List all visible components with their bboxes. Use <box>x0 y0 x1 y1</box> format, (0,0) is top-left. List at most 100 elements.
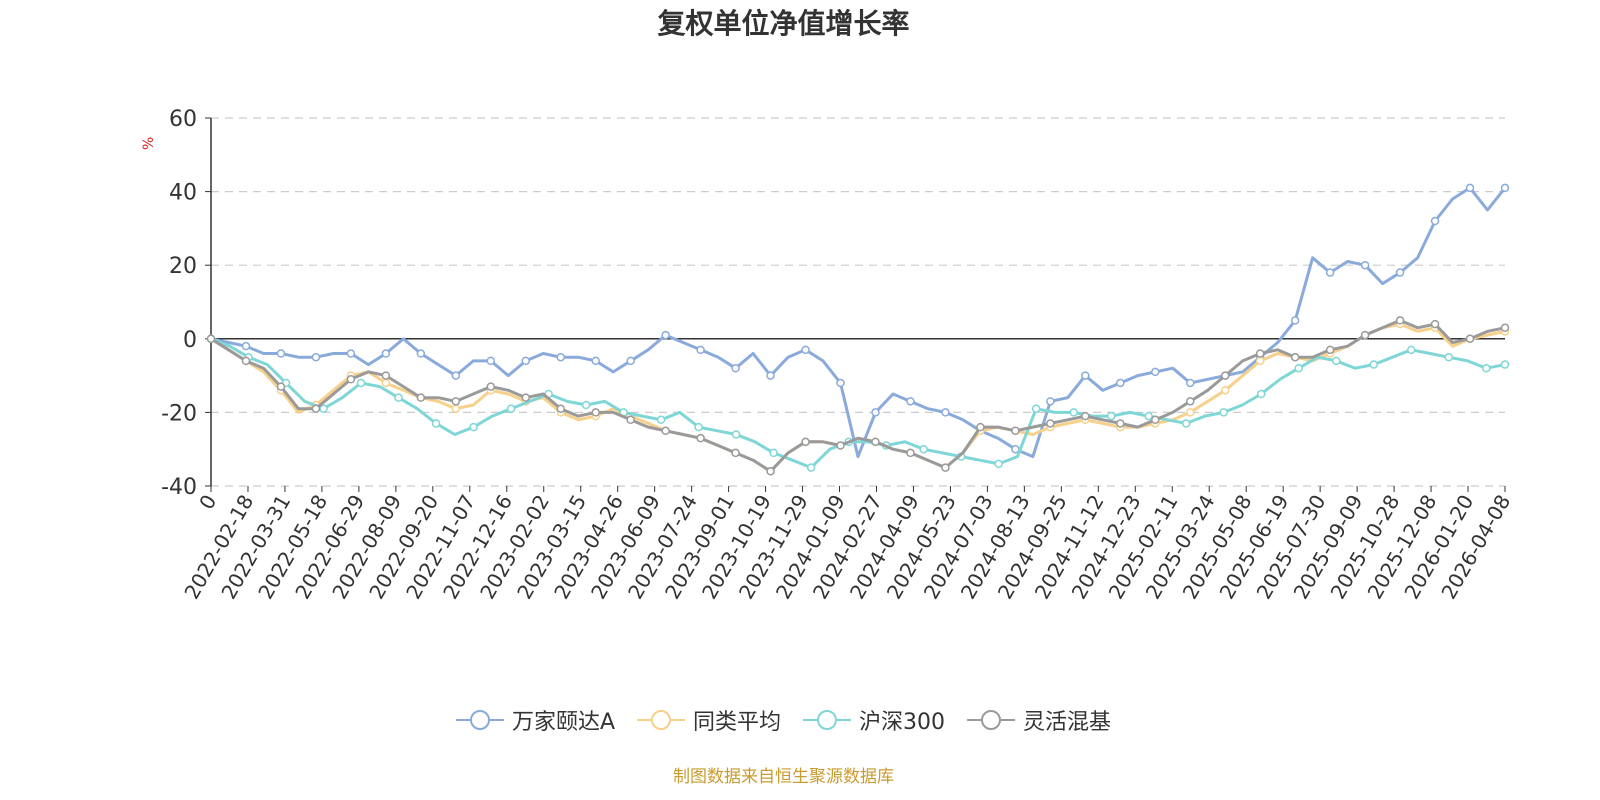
series-marker-1 <box>1500 183 1510 193</box>
series-marker-2 <box>1185 408 1195 417</box>
series-marker-4 <box>206 334 216 344</box>
series-marker-4 <box>1081 411 1090 421</box>
legend-marker-icon <box>637 710 686 730</box>
series-marker-4 <box>1220 371 1230 380</box>
series-marker-4 <box>1011 426 1020 436</box>
series-marker-3 <box>506 404 516 413</box>
series-marker-1 <box>871 408 880 417</box>
series-marker-4 <box>731 448 740 458</box>
series-marker-1 <box>276 349 286 358</box>
series-line-1 <box>210 186 1507 459</box>
series-marker-1 <box>1185 378 1195 388</box>
series-marker-4 <box>836 441 845 450</box>
series-marker-1 <box>556 352 565 362</box>
series-marker-4 <box>626 415 635 425</box>
series-marker-1 <box>346 349 356 358</box>
series-line-4 <box>210 318 1506 473</box>
legend-label: 沪深300 <box>859 710 946 735</box>
y-tick-label: 0 <box>183 328 197 353</box>
series-marker-3 <box>1106 411 1116 421</box>
series-marker-4 <box>1360 330 1370 340</box>
series-marker-1 <box>1360 260 1370 270</box>
legend-label: 同类平均 <box>693 710 782 735</box>
series-marker-1 <box>381 349 391 358</box>
series-marker-1 <box>731 363 740 373</box>
series-marker-3 <box>1294 363 1303 373</box>
series-marker-1 <box>1430 216 1440 226</box>
series-marker-4 <box>1465 334 1475 344</box>
series-marker-1 <box>696 345 705 355</box>
series-marker-3 <box>469 422 478 432</box>
series-marker-4 <box>311 404 321 413</box>
series-marker-2 <box>1255 356 1265 366</box>
series-marker-3 <box>731 430 741 439</box>
series-marker-3 <box>1481 363 1491 373</box>
series-marker-3 <box>806 463 816 472</box>
series-marker-4 <box>1151 415 1160 425</box>
series-marker-4 <box>801 437 810 447</box>
series-marker-1 <box>451 371 461 380</box>
series-marker-1 <box>241 341 251 351</box>
series-marker-4 <box>696 433 705 443</box>
series-marker-1 <box>311 352 321 362</box>
chart-title: 复权单位净值增长率 <box>657 7 910 40</box>
series-marker-4 <box>1325 345 1335 355</box>
legend-item-2[interactable]: 同类平均 <box>637 704 781 736</box>
series-marker-1 <box>801 345 810 355</box>
series-marker-1 <box>1081 371 1090 380</box>
y-tick-label: -40 <box>161 475 197 500</box>
series-marker-4 <box>1430 319 1440 329</box>
series-line-2 <box>210 322 1506 473</box>
series-marker-3 <box>919 444 928 454</box>
y-tick-label: 40 <box>169 181 197 206</box>
series-marker-2 <box>451 404 461 413</box>
series-line-3 <box>210 337 1506 470</box>
series-marker-1 <box>486 356 496 366</box>
series-marker-4 <box>1046 419 1055 428</box>
series-marker-3 <box>694 422 703 432</box>
legend-item-1[interactable]: 万家颐达A <box>455 704 616 736</box>
series-marker-4 <box>871 437 880 447</box>
series-marker-3 <box>1181 419 1191 428</box>
y-tick-label: 20 <box>169 254 197 279</box>
series-marker-1 <box>941 408 950 417</box>
legend-marker-icon <box>455 710 504 730</box>
legend-item-4[interactable]: 灵活混基 <box>967 704 1111 736</box>
series-marker-4 <box>416 393 426 402</box>
series-marker-1 <box>416 349 426 358</box>
series-marker-1 <box>766 371 775 380</box>
series-marker-3 <box>769 448 778 458</box>
legend-label: 灵活混基 <box>1023 710 1112 735</box>
series-marker-4 <box>346 375 356 384</box>
series-marker-2 <box>381 378 391 388</box>
series-marker-1 <box>906 397 915 406</box>
series-marker-4 <box>486 382 496 391</box>
legend-marker-icon <box>967 710 1016 730</box>
series-marker-4 <box>276 382 286 391</box>
y-tick-label: 60 <box>169 107 197 132</box>
series-marker-3 <box>1069 408 1078 417</box>
series-marker-3 <box>581 400 591 410</box>
series-marker-3 <box>1500 360 1510 369</box>
series-marker-2 <box>1220 386 1230 395</box>
series-marker-3 <box>1444 352 1453 362</box>
series-marker-4 <box>381 371 391 380</box>
x-tick-label: 0 <box>194 491 221 514</box>
series-marker-3 <box>994 459 1003 469</box>
series-marker-4 <box>1290 352 1300 362</box>
series-marker-3 <box>394 393 403 402</box>
legend-marker-icon <box>803 710 852 730</box>
series-marker-4 <box>591 408 600 417</box>
legend-label: 万家颐达A <box>511 710 616 735</box>
series-marker-1 <box>1465 183 1475 193</box>
series-marker-3 <box>356 378 366 388</box>
legend-item-3[interactable]: 沪深300 <box>803 704 945 736</box>
series-marker-4 <box>906 448 915 458</box>
series-marker-1 <box>836 378 845 388</box>
series-marker-4 <box>451 397 461 406</box>
y-tick-label: -20 <box>161 401 197 426</box>
series-marker-3 <box>656 415 666 425</box>
series-marker-1 <box>1151 367 1160 377</box>
series-marker-3 <box>1406 345 1416 355</box>
series-marker-3 <box>1256 389 1266 399</box>
